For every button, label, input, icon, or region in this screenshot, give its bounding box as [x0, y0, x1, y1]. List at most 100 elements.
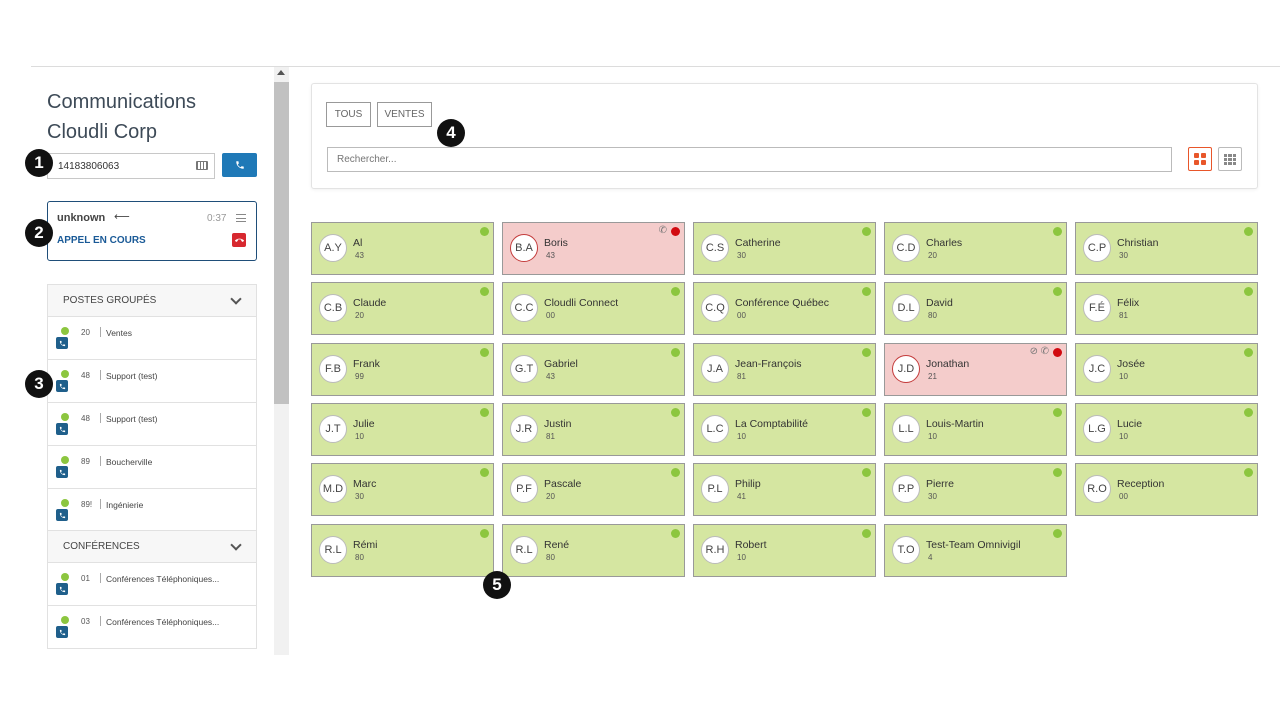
contact-name: Cloudli Connect	[544, 297, 619, 309]
contact-name: Philip	[735, 478, 761, 490]
contact-tile[interactable]: C.B Claude 20	[311, 282, 494, 335]
group-row[interactable]: 20 Ventes	[47, 317, 257, 360]
contact-tile[interactable]: A.Y Al 43	[311, 222, 494, 275]
contact-tile[interactable]: J.D Jonathan 21 ⊘ ✆	[884, 343, 1067, 396]
contact-name: Robert	[735, 539, 767, 551]
contact-tile[interactable]: J.T Julie 10	[311, 403, 494, 456]
conference-ext: 01	[81, 574, 90, 583]
avatar: C.D	[892, 234, 920, 262]
contact-tile[interactable]: J.R Justin 81	[502, 403, 685, 456]
contact-tile[interactable]: B.A Boris 43 ✆	[502, 222, 685, 275]
contact-tile[interactable]: T.O Test-Team Omnivigil 4	[884, 524, 1067, 577]
phone-icon[interactable]	[56, 509, 68, 521]
group-row[interactable]: 48 Support (test)	[47, 360, 257, 403]
phone-icon[interactable]	[56, 583, 68, 595]
sidebar-scrollbar[interactable]	[274, 67, 289, 655]
group-ext: 89!	[81, 500, 93, 509]
contact-tile[interactable]: F.É Félix 81	[1075, 282, 1258, 335]
contact-ext: 41	[737, 492, 746, 501]
scroll-up-arrow-icon[interactable]	[277, 70, 285, 75]
contact-name: Justin	[544, 418, 572, 430]
contact-tile[interactable]: L.C La Comptabilité 10	[693, 403, 876, 456]
tile-view-button[interactable]	[1188, 147, 1212, 171]
search-input[interactable]	[327, 147, 1172, 172]
contact-name: Pierre	[926, 478, 955, 490]
status-dot	[862, 348, 871, 357]
contact-tile[interactable]: J.A Jean-François 81	[693, 343, 876, 396]
phone-icon: ✆	[658, 225, 667, 236]
phone-icon[interactable]	[56, 626, 68, 638]
filter-ventes-button[interactable]: VENTES	[377, 102, 432, 127]
contact-tile[interactable]: C.D Charles 20	[884, 222, 1067, 275]
avatar: D.L	[892, 294, 920, 322]
group-ext: 89	[81, 457, 90, 466]
contact-name: Rémi	[353, 539, 378, 551]
phone-icon: ✆	[1040, 346, 1049, 357]
groups-header[interactable]: POSTES GROUPÉS	[47, 284, 257, 317]
group-row[interactable]: 89 Boucherville	[47, 446, 257, 489]
phone-icon[interactable]	[56, 337, 68, 349]
phone-icon[interactable]	[56, 423, 68, 435]
contact-tile[interactable]: J.C Josée 10	[1075, 343, 1258, 396]
contact-tile[interactable]: R.L Rémi 80	[311, 524, 494, 577]
group-row[interactable]: 48 Support (test)	[47, 403, 257, 446]
contact-name: René	[544, 539, 570, 551]
call-button[interactable]	[222, 153, 257, 177]
annotation-badge-3: 3	[25, 370, 53, 398]
contact-tile[interactable]: D.L David 80	[884, 282, 1067, 335]
phone-icon[interactable]	[56, 466, 68, 478]
contact-tile[interactable]: C.Q Conférence Québec 00	[693, 282, 876, 335]
separator	[100, 499, 101, 509]
status-dot	[862, 227, 871, 236]
dial-input[interactable]: 14183806063	[47, 153, 215, 179]
menu-icon[interactable]	[236, 214, 246, 222]
phone-icon[interactable]	[56, 380, 68, 392]
contact-ext: 30	[737, 251, 746, 260]
call-duration: 0:37	[207, 213, 227, 224]
keyboard-icon[interactable]	[196, 161, 208, 170]
filter-tous-button[interactable]: TOUS	[326, 102, 371, 127]
separator	[100, 370, 101, 380]
contact-tile[interactable]: C.S Catherine 30	[693, 222, 876, 275]
contact-tile[interactable]: C.C Cloudli Connect 00	[502, 282, 685, 335]
conference-row[interactable]: 01 Conférences Téléphoniques...	[47, 563, 257, 606]
contact-name: Marc	[353, 478, 377, 490]
chevron-down-icon[interactable]	[230, 539, 242, 551]
conference-row[interactable]: 03 Conférences Téléphoniques...	[47, 606, 257, 649]
contact-tile[interactable]: M.D Marc 30	[311, 463, 494, 516]
contact-tile[interactable]: F.B Frank 99	[311, 343, 494, 396]
compact-view-button[interactable]	[1218, 147, 1242, 171]
sidebar: Communications Cloudli Corp 14183806063 …	[31, 67, 289, 655]
contact-tile[interactable]: R.H Robert 10	[693, 524, 876, 577]
group-row[interactable]: 89! Ingénierie	[47, 489, 257, 532]
active-call-card[interactable]: unknown ⟵ 0:37 APPEL EN COURS	[47, 201, 257, 261]
hangup-button[interactable]	[232, 233, 246, 247]
contact-name: Catherine	[735, 237, 781, 249]
status-dot	[1053, 287, 1062, 296]
annotation-badge-5: 5	[483, 571, 511, 599]
contact-tile[interactable]: R.L René 80	[502, 524, 685, 577]
contact-name: Conférence Québec	[735, 297, 829, 309]
scroll-thumb[interactable]	[274, 82, 289, 404]
conferences-header[interactable]: CONFÉRENCES	[47, 530, 257, 563]
contact-tile[interactable]: R.O Reception 00	[1075, 463, 1258, 516]
contact-ext: 81	[737, 372, 746, 381]
avatar: J.C	[1083, 355, 1111, 383]
contact-tile[interactable]: G.T Gabriel 43	[502, 343, 685, 396]
group-ext: 48	[81, 371, 90, 380]
group-name: Support (test)	[106, 414, 158, 424]
status-dot	[1244, 348, 1253, 357]
group-name: Ventes	[106, 328, 132, 338]
contact-ext: 81	[546, 432, 555, 441]
contact-tile[interactable]: L.L Louis-Martin 10	[884, 403, 1067, 456]
contact-tile[interactable]: P.P Pierre 30	[884, 463, 1067, 516]
contact-tile[interactable]: P.L Philip 41	[693, 463, 876, 516]
chevron-down-icon[interactable]	[230, 293, 242, 305]
contact-name: Test-Team Omnivigil	[926, 539, 1021, 551]
contact-name: Charles	[926, 237, 963, 249]
contact-tile[interactable]: P.F Pascale 20	[502, 463, 685, 516]
contact-tile[interactable]: C.P Christian 30	[1075, 222, 1258, 275]
contact-tile[interactable]: L.G Lucie 10	[1075, 403, 1258, 456]
status-dot	[671, 408, 680, 417]
contact-ext: 99	[355, 372, 364, 381]
